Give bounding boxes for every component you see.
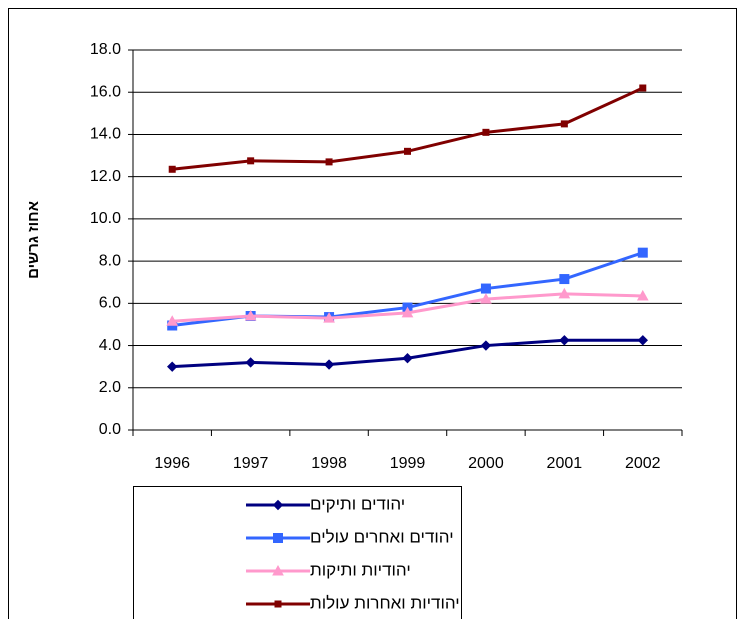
y-tick-label: 18.0 bbox=[90, 41, 121, 58]
y-tick-label: 8.0 bbox=[99, 252, 121, 269]
marker bbox=[402, 353, 413, 364]
y-tick-label: 0.0 bbox=[99, 421, 121, 438]
marker bbox=[637, 335, 648, 346]
y-tick-label: 4.0 bbox=[99, 337, 121, 354]
marker bbox=[168, 165, 176, 173]
legend-label: יהודים ותיקים bbox=[310, 494, 405, 513]
legend-label: יהודיות ותיקות bbox=[310, 560, 411, 579]
y-tick-label: 10.0 bbox=[90, 210, 121, 227]
x-tick-label: 1997 bbox=[233, 455, 269, 472]
x-tick-label: 1999 bbox=[390, 455, 426, 472]
marker bbox=[637, 247, 648, 258]
marker bbox=[559, 274, 570, 285]
marker bbox=[323, 312, 335, 323]
marker bbox=[404, 147, 411, 155]
marker bbox=[247, 157, 255, 165]
legend-marker bbox=[274, 600, 282, 608]
x-tick-label: 2001 bbox=[547, 455, 583, 472]
y-tick-label: 14.0 bbox=[90, 126, 121, 143]
legend-marker bbox=[273, 533, 283, 543]
marker bbox=[559, 335, 570, 346]
y-tick-label: 16.0 bbox=[90, 83, 121, 100]
x-tick-label: 2002 bbox=[625, 455, 661, 472]
x-tick-label: 2000 bbox=[468, 455, 504, 472]
legend-label: יהודים ואחרים עולים bbox=[310, 527, 454, 546]
marker bbox=[244, 309, 257, 321]
marker bbox=[166, 315, 179, 326]
marker bbox=[558, 287, 571, 299]
marker bbox=[167, 361, 178, 372]
y-axis-label: אחוז גרשים bbox=[25, 201, 42, 279]
marker bbox=[323, 359, 335, 370]
x-tick-label: 1998 bbox=[311, 455, 347, 472]
marker bbox=[636, 289, 649, 301]
legend-marker bbox=[272, 499, 284, 511]
legend-box bbox=[133, 486, 462, 619]
marker bbox=[325, 158, 333, 166]
marker bbox=[639, 84, 647, 92]
x-tick-label: 1996 bbox=[154, 455, 190, 472]
marker bbox=[401, 306, 414, 318]
y-tick-label: 12.0 bbox=[90, 168, 121, 185]
marker bbox=[245, 357, 256, 368]
y-tick-label: 2.0 bbox=[99, 379, 121, 396]
legend-label: יהודיות ואחרות עולות bbox=[310, 593, 460, 612]
marker bbox=[480, 340, 492, 351]
marker bbox=[482, 128, 490, 136]
marker bbox=[480, 293, 492, 304]
y-tick-label: 6.0 bbox=[99, 295, 121, 312]
marker bbox=[480, 283, 491, 294]
legend-marker bbox=[272, 564, 284, 576]
marker bbox=[560, 120, 568, 128]
